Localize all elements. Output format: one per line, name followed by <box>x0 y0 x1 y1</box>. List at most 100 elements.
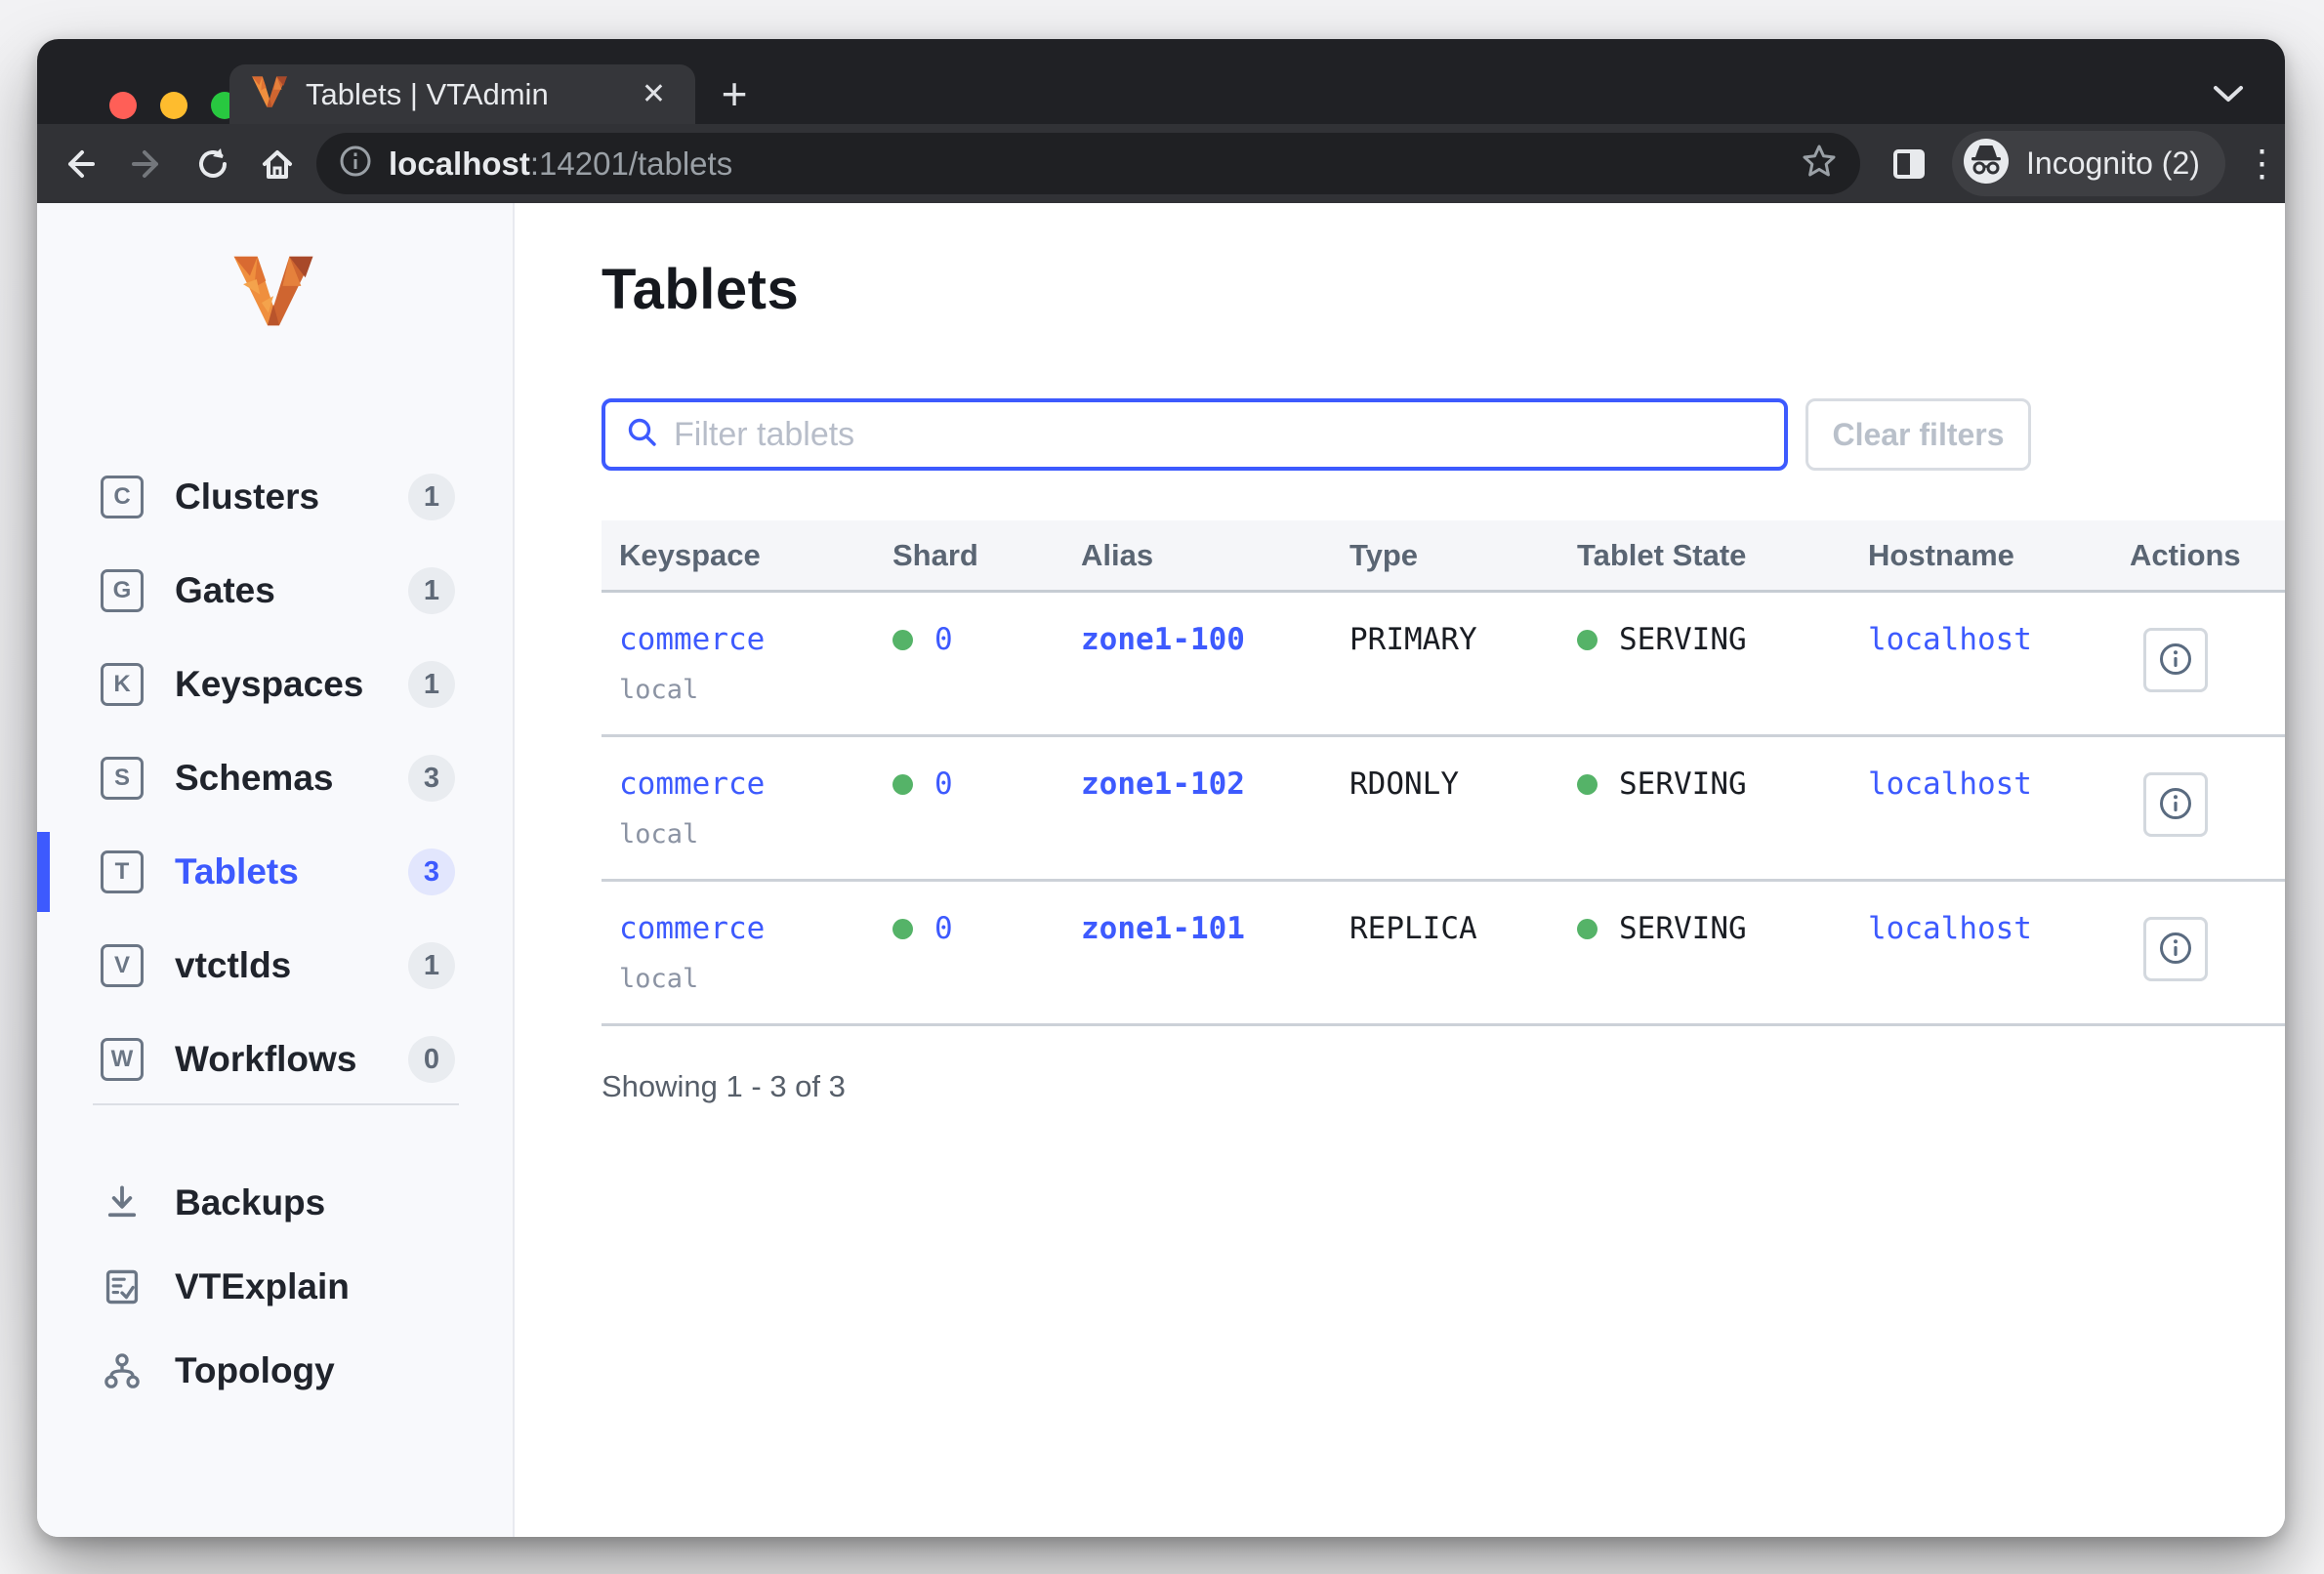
close-window-button[interactable] <box>109 92 137 119</box>
sidebar-item-vtexplain[interactable]: VTExplain <box>37 1245 513 1329</box>
state-cell: SERVING <box>1559 737 1850 879</box>
hostname-cell: localhost <box>1850 593 2112 734</box>
info-icon <box>2157 641 2194 681</box>
incognito-profile-badge[interactable]: Incognito (2) <box>1952 131 2225 196</box>
actions-cell <box>2112 882 2285 1023</box>
incognito-label: Incognito (2) <box>2026 145 2200 181</box>
download-icon <box>101 1181 144 1224</box>
vitess-logo <box>231 252 315 330</box>
reload-button[interactable] <box>186 137 240 191</box>
filter-input-wrapper <box>602 398 1788 471</box>
alias-cell: zone1-102 <box>1063 737 1332 879</box>
shard-link[interactable]: 0 <box>934 622 953 657</box>
count-badge: 1 <box>408 474 455 520</box>
table-row: commerce local 0 zone1-102 RDONLY SERVIN… <box>602 737 2285 882</box>
sidebar-item-clusters[interactable]: C Clusters 1 <box>37 450 513 544</box>
alias-link[interactable]: zone1-101 <box>1081 911 1245 946</box>
url-bar[interactable]: localhost:14201/tablets <box>316 133 1861 194</box>
alias-link[interactable]: zone1-100 <box>1081 622 1245 657</box>
url-path: :14201/tablets <box>529 145 733 182</box>
forward-button[interactable] <box>119 137 174 191</box>
shard-status-dot <box>892 629 913 650</box>
tablet-state: SERVING <box>1619 622 1747 657</box>
page-content: C Clusters 1 G Gates 1 K Keyspaces 1 S S… <box>37 203 2285 1537</box>
alias-link[interactable]: zone1-102 <box>1081 766 1245 802</box>
sidebar-item-label: Schemas <box>175 758 334 798</box>
row-info-button[interactable] <box>2143 628 2208 692</box>
sidebar-item-backups[interactable]: Backups <box>37 1161 513 1245</box>
tablet-type: REPLICA <box>1349 911 1477 946</box>
sidebar-item-label: vtctlds <box>175 945 292 985</box>
shard-status-dot <box>892 773 913 795</box>
results-summary: Showing 1 - 3 of 3 <box>602 1069 846 1103</box>
home-button[interactable] <box>250 137 305 191</box>
clusters-icon: C <box>101 476 144 518</box>
incognito-icon <box>1962 137 2011 190</box>
count-badge: 1 <box>408 942 455 989</box>
keyspace-link[interactable]: commerce <box>619 622 766 657</box>
bookmark-star-icon[interactable] <box>1800 142 1839 186</box>
sidebar-divider <box>93 1103 459 1105</box>
browser-tab[interactable]: Tablets | VTAdmin ✕ <box>229 64 695 124</box>
table-header-row: Keyspace Shard Alias Type Tablet State H… <box>602 520 2285 593</box>
column-header-hostname: Hostname <box>1868 537 2014 572</box>
filter-tablets-input[interactable] <box>674 415 1764 454</box>
workflows-icon: W <box>101 1038 144 1081</box>
serving-status-dot <box>1577 629 1598 650</box>
keyspace-cell: commerce local <box>602 882 875 1023</box>
gates-icon: G <box>101 569 144 612</box>
search-icon <box>625 415 660 455</box>
hostname-link[interactable]: localhost <box>1868 766 2032 802</box>
hostname-link[interactable]: localhost <box>1868 622 2032 657</box>
site-info-icon[interactable] <box>338 144 373 184</box>
sidebar-nav: C Clusters 1 G Gates 1 K Keyspaces 1 S S… <box>37 450 513 1106</box>
sidebar-item-workflows[interactable]: W Workflows 0 <box>37 1013 513 1106</box>
tablet-state: SERVING <box>1619 911 1747 946</box>
back-button[interactable] <box>53 137 107 191</box>
sidebar-item-gates[interactable]: G Gates 1 <box>37 544 513 638</box>
minimize-window-button[interactable] <box>160 92 187 119</box>
tab-close-icon[interactable]: ✕ <box>641 77 666 110</box>
row-info-button[interactable] <box>2143 772 2208 837</box>
row-info-button[interactable] <box>2143 917 2208 981</box>
shard-link[interactable]: 0 <box>934 766 953 802</box>
shard-link[interactable]: 0 <box>934 911 953 946</box>
sidebar-tools: Backups VTExplain Topology <box>37 1161 513 1413</box>
sidebar-item-topology[interactable]: Topology <box>37 1329 513 1413</box>
tab-search-chevron-icon[interactable] <box>2207 72 2250 115</box>
column-header-type: Type <box>1349 537 1419 572</box>
browser-window: Tablets | VTAdmin ✕ + localhost:14201/ta… <box>37 39 2285 1537</box>
serving-status-dot <box>1577 918 1598 939</box>
cluster-name: local <box>619 675 699 705</box>
sidebar-item-tablets[interactable]: T Tablets 3 <box>37 825 513 919</box>
table-row: commerce local 0 zone1-100 PRIMARY SERVI… <box>602 593 2285 737</box>
sidebar-item-label: Gates <box>175 570 275 610</box>
keyspaces-icon: K <box>101 663 144 706</box>
state-cell: SERVING <box>1559 593 1850 734</box>
side-panel-icon[interactable] <box>1882 137 1936 191</box>
hostname-link[interactable]: localhost <box>1868 911 2032 946</box>
keyspace-link[interactable]: commerce <box>619 911 766 946</box>
vtctlds-icon: V <box>101 944 144 987</box>
browser-menu-icon[interactable]: ⋮ <box>2243 144 2281 185</box>
count-badge: 1 <box>408 567 455 614</box>
shard-cell: 0 <box>875 593 1063 734</box>
clear-filters-button[interactable]: Clear filters <box>1805 398 2031 471</box>
keyspace-link[interactable]: commerce <box>619 766 766 802</box>
sidebar-item-label: VTExplain <box>175 1266 350 1306</box>
tablets-icon: T <box>101 850 144 893</box>
vitess-favicon-icon <box>251 75 288 113</box>
column-header-alias: Alias <box>1081 537 1154 572</box>
count-badge: 0 <box>408 1036 455 1083</box>
url-host: localhost <box>389 145 530 182</box>
column-header-keyspace: Keyspace <box>619 537 761 572</box>
column-header-tablet-state: Tablet State <box>1577 537 1747 572</box>
hostname-cell: localhost <box>1850 737 2112 879</box>
sidebar-item-schemas[interactable]: S Schemas 3 <box>37 731 513 825</box>
sidebar-item-keyspaces[interactable]: K Keyspaces 1 <box>37 638 513 731</box>
new-tab-button[interactable]: + <box>721 68 748 119</box>
info-icon <box>2157 930 2194 970</box>
tab-strip: Tablets | VTAdmin ✕ + <box>37 39 2285 124</box>
shard-cell: 0 <box>875 737 1063 879</box>
sidebar-item-vtctlds[interactable]: V vtctlds 1 <box>37 919 513 1013</box>
